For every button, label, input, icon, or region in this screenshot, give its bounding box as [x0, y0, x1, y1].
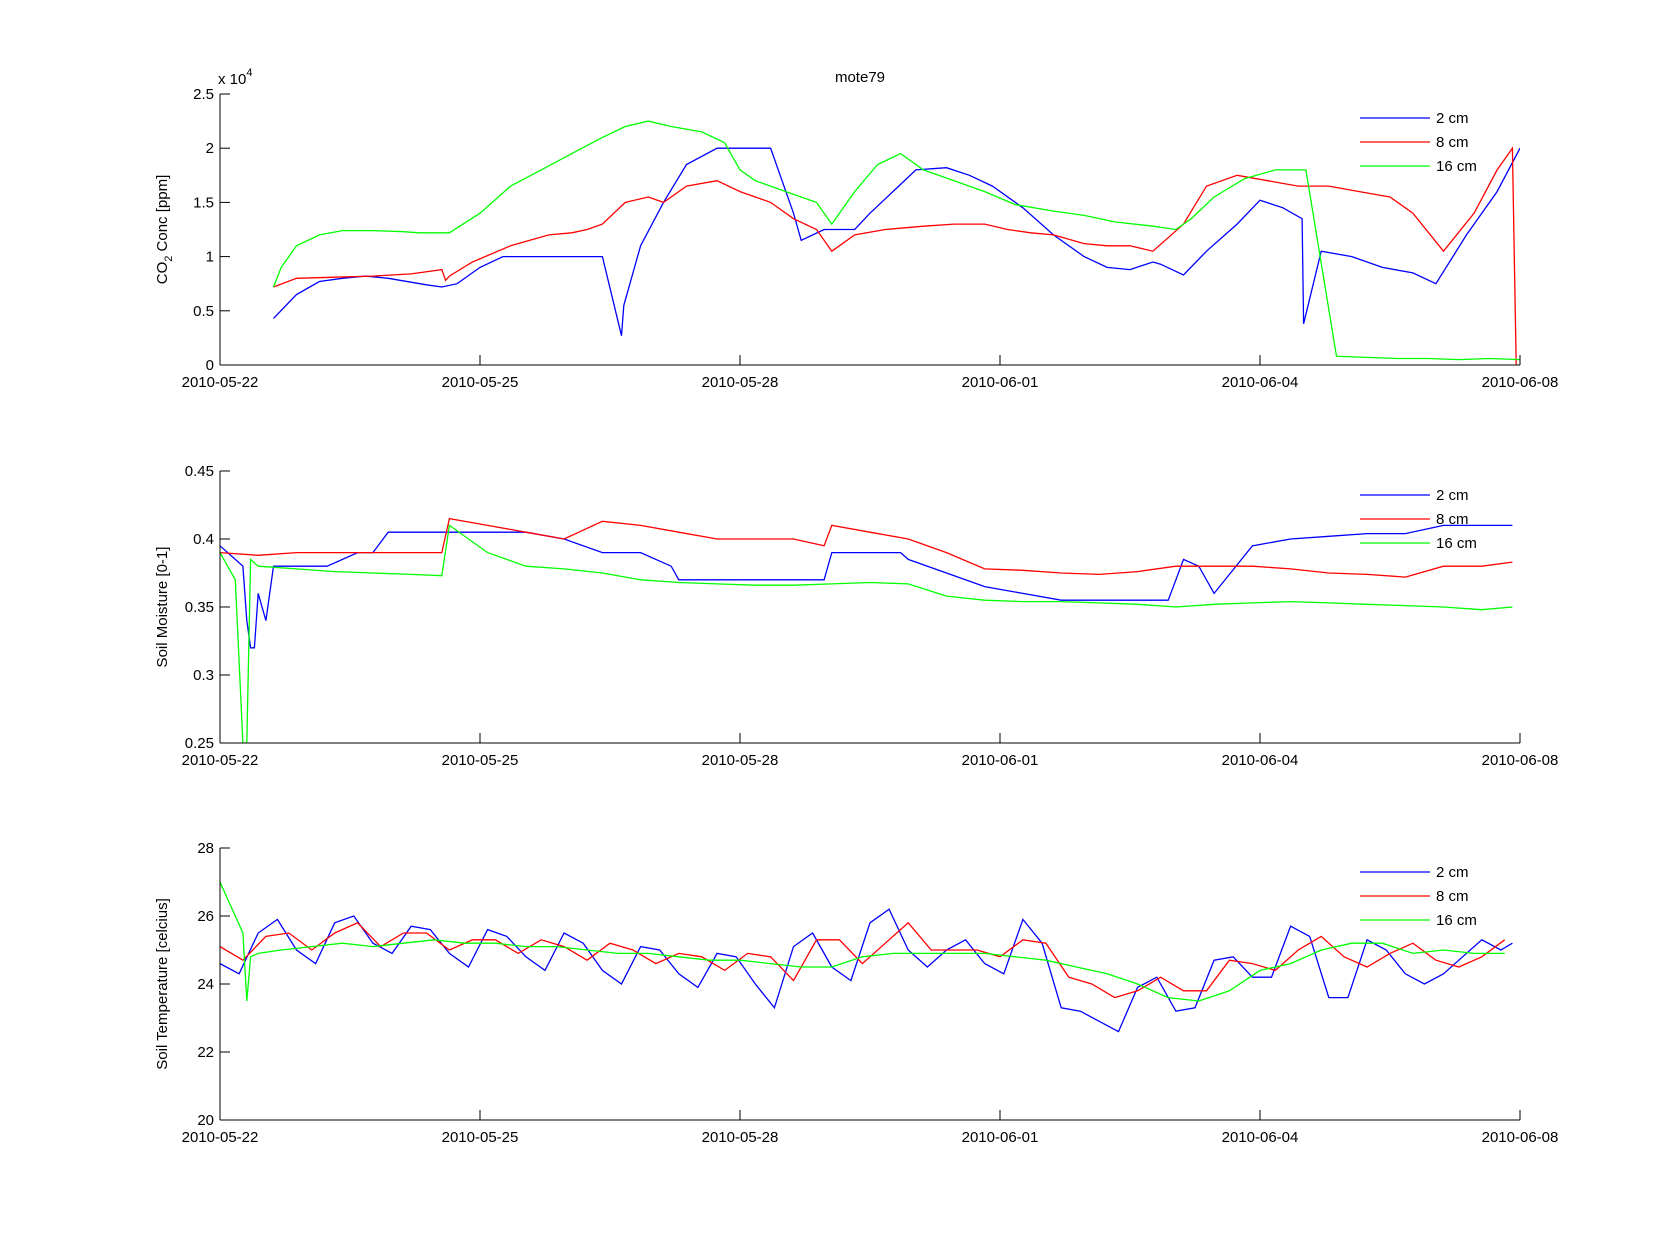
x-tick-label: 2010-06-01	[962, 752, 1039, 769]
x-tick-label: 2010-05-28	[702, 752, 779, 769]
x-tick-label: 2010-06-01	[962, 1129, 1039, 1146]
y-tick-label: 28	[197, 840, 214, 857]
x-tick-label: 2010-05-22	[182, 374, 259, 391]
series-line-16-cm	[272, 120, 1520, 361]
y-tick-label: 0.35	[185, 599, 214, 616]
series-line-2-cm	[220, 524, 1513, 649]
x-tick-label: 2010-06-04	[1222, 1129, 1299, 1146]
legend-label: 8 cm	[1436, 888, 1469, 905]
series-line-2-cm	[220, 908, 1513, 1033]
y-tick-label: 26	[197, 908, 214, 925]
series-line-2-cm	[273, 147, 1520, 336]
y-exponent-label: x 104	[218, 67, 252, 88]
series-line-16-cm	[220, 524, 1513, 743]
legend-label: 2 cm	[1436, 864, 1469, 881]
chart-title: mote79	[835, 69, 885, 86]
y-tick-label: 0.4	[193, 531, 214, 548]
y-tick-label: 0.3	[193, 667, 214, 684]
x-tick-label: 2010-06-08	[1482, 752, 1559, 769]
series-line-8-cm	[220, 517, 1513, 578]
temperature-panel: 20 22 24 26 28 2010-05-22 2010-05-25 2010-05-28…	[154, 840, 1558, 1146]
series-line-8-cm	[273, 146, 1517, 365]
x-tick-label: 2010-06-08	[1482, 1129, 1559, 1146]
moisture-panel: 0.25 0.3 0.35 0.4 0.45 2010-05-22 2010-05-25 20…	[154, 463, 1558, 769]
x-tick-label: 2010-05-25	[442, 374, 519, 391]
legend-label: 2 cm	[1436, 110, 1469, 127]
y-tick-label: 1.5	[193, 194, 214, 211]
legend-label: 2 cm	[1436, 487, 1469, 504]
legend-label: 16 cm	[1436, 535, 1477, 552]
y-tick-label: 20	[197, 1112, 214, 1129]
y-tick-label: 0.45	[185, 463, 214, 480]
y-axis-label: CO2 Conc [ppm]	[154, 175, 175, 285]
x-tick-label: 2010-06-01	[962, 374, 1039, 391]
y-axis-label: Soil Moisture [0-1]	[154, 547, 171, 668]
legend-label: 16 cm	[1436, 158, 1477, 175]
legend-label: 8 cm	[1436, 134, 1469, 151]
x-tick-label: 2010-06-04	[1222, 752, 1299, 769]
x-tick-label: 2010-05-28	[702, 1129, 779, 1146]
x-tick-label: 2010-05-25	[442, 752, 519, 769]
x-tick-label: 2010-06-04	[1222, 374, 1299, 391]
series-line-16-cm	[220, 881, 1505, 1002]
y-tick-label: 0.5	[193, 303, 214, 320]
legend-label: 8 cm	[1436, 511, 1469, 528]
y-tick-label: 24	[197, 976, 214, 993]
x-tick-label: 2010-06-08	[1482, 374, 1559, 391]
x-tick-label: 2010-05-28	[702, 374, 779, 391]
y-axis-label: Soil Temperature [celcius]	[154, 898, 171, 1069]
series-line-8-cm	[220, 921, 1506, 999]
x-tick-label: 2010-05-22	[182, 752, 259, 769]
legend-label: 16 cm	[1436, 912, 1477, 929]
y-tick-label: 2.5	[193, 86, 214, 103]
y-tick-label: 0	[206, 357, 214, 374]
x-tick-label: 2010-05-25	[442, 1129, 519, 1146]
y-tick-label: 0.25	[185, 735, 214, 752]
co2-panel: 0 0.5 1 1.5 2 2.5 2010-05-22 2010-05-25 2010-05-…	[154, 67, 1558, 391]
y-tick-label: 22	[197, 1044, 214, 1061]
y-tick-label: 2	[206, 140, 214, 157]
y-tick-label: 1	[206, 249, 214, 266]
x-tick-label: 2010-05-22	[182, 1129, 259, 1146]
